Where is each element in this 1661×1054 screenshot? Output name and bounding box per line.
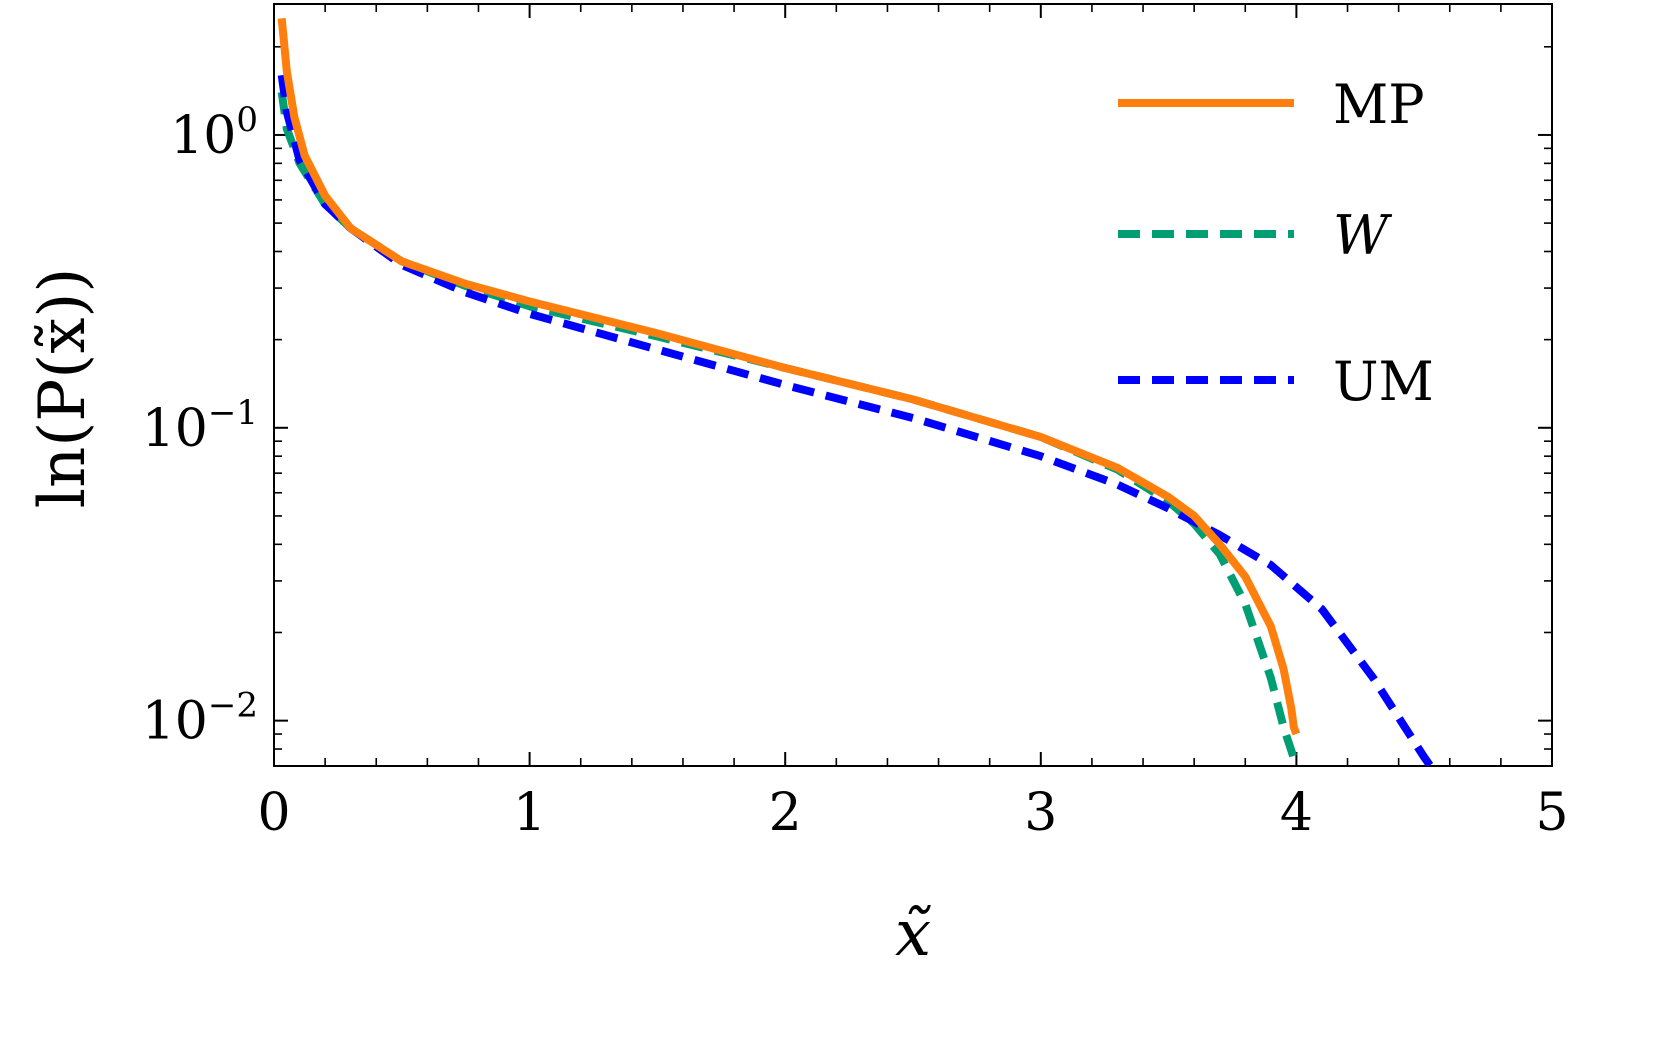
x-tick-label: 5 bbox=[1535, 783, 1568, 843]
series-line-w bbox=[277, 91, 1301, 766]
x-tick-label: 2 bbox=[769, 783, 802, 843]
x-tick-label: 0 bbox=[257, 783, 290, 843]
y-tick-label: 100 bbox=[170, 100, 258, 166]
x-tick-label: 3 bbox=[1024, 783, 1057, 843]
legend: MP W UM bbox=[1118, 73, 1434, 413]
y-tick-label: 10−1 bbox=[142, 393, 258, 459]
x-tick-label: 1 bbox=[513, 783, 546, 843]
series-line-mp bbox=[277, 18, 1301, 736]
x-axis-label: x̃ bbox=[895, 897, 932, 971]
series-layer bbox=[277, 18, 1436, 766]
y-axis-label: ln(P(x̃)) bbox=[26, 268, 100, 509]
plot-frame bbox=[273, 3, 1553, 767]
legend-label-w: W bbox=[1333, 204, 1393, 267]
legend-label-um: UM bbox=[1333, 350, 1434, 413]
x-tick-label: 4 bbox=[1280, 783, 1313, 843]
minor-ticks bbox=[274, 4, 1552, 767]
y-axis-ticks: 100 10−1 10−2 bbox=[142, 100, 1552, 752]
legend-label-mp: MP bbox=[1333, 73, 1425, 136]
series-line-um bbox=[277, 74, 1436, 766]
x-axis-ticks: 0 1 2 3 4 5 bbox=[257, 4, 1569, 843]
y-tick-label: 10−2 bbox=[142, 686, 258, 752]
